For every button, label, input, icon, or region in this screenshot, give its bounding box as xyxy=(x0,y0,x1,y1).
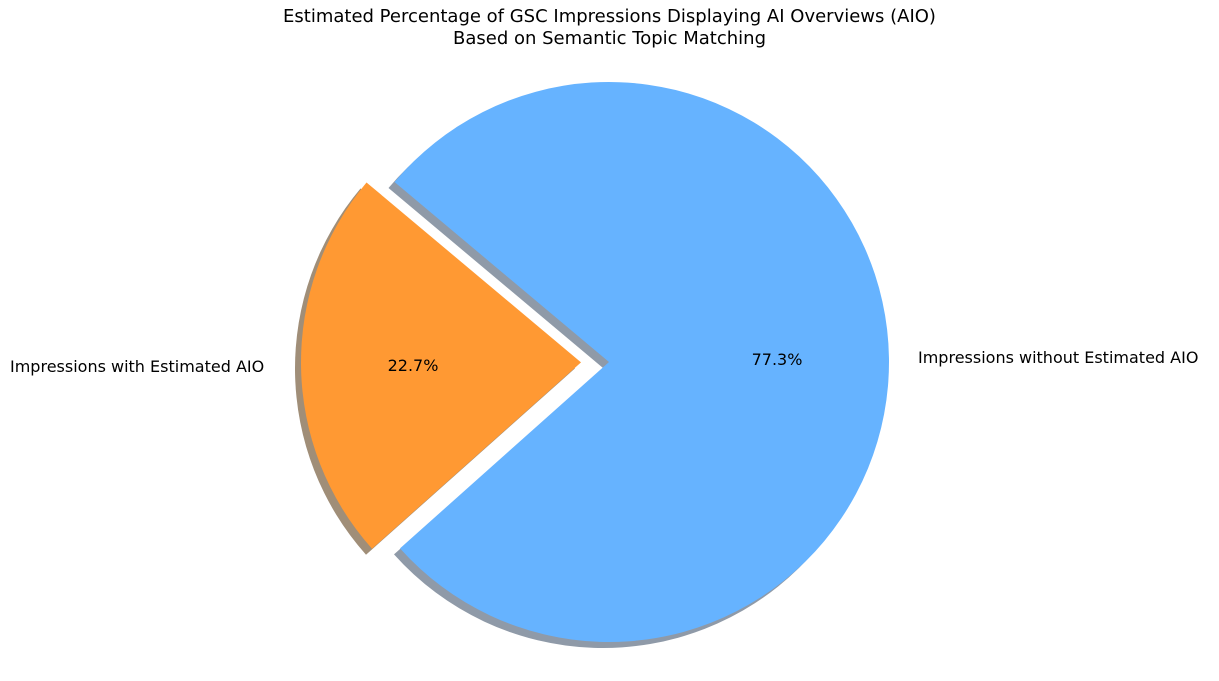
pie-wedges xyxy=(301,81,890,642)
pct-without-aio: 77.3% xyxy=(751,350,803,369)
wedge-without-aio xyxy=(394,81,890,642)
chart-title-line-2: Based on Semantic Topic Matching xyxy=(452,28,767,49)
label-without-aio: Impressions without Estimated AIO xyxy=(918,348,1199,367)
chart-title: Estimated Percentage of GSC Impressions … xyxy=(0,6,1219,50)
label-with-aio: Impressions with Estimated AIO xyxy=(10,357,265,376)
chart-title-line-1: Estimated Percentage of GSC Impressions … xyxy=(283,6,936,27)
pct-with-aio: 22.7% xyxy=(387,356,439,375)
wedge-with-aio xyxy=(301,182,582,549)
